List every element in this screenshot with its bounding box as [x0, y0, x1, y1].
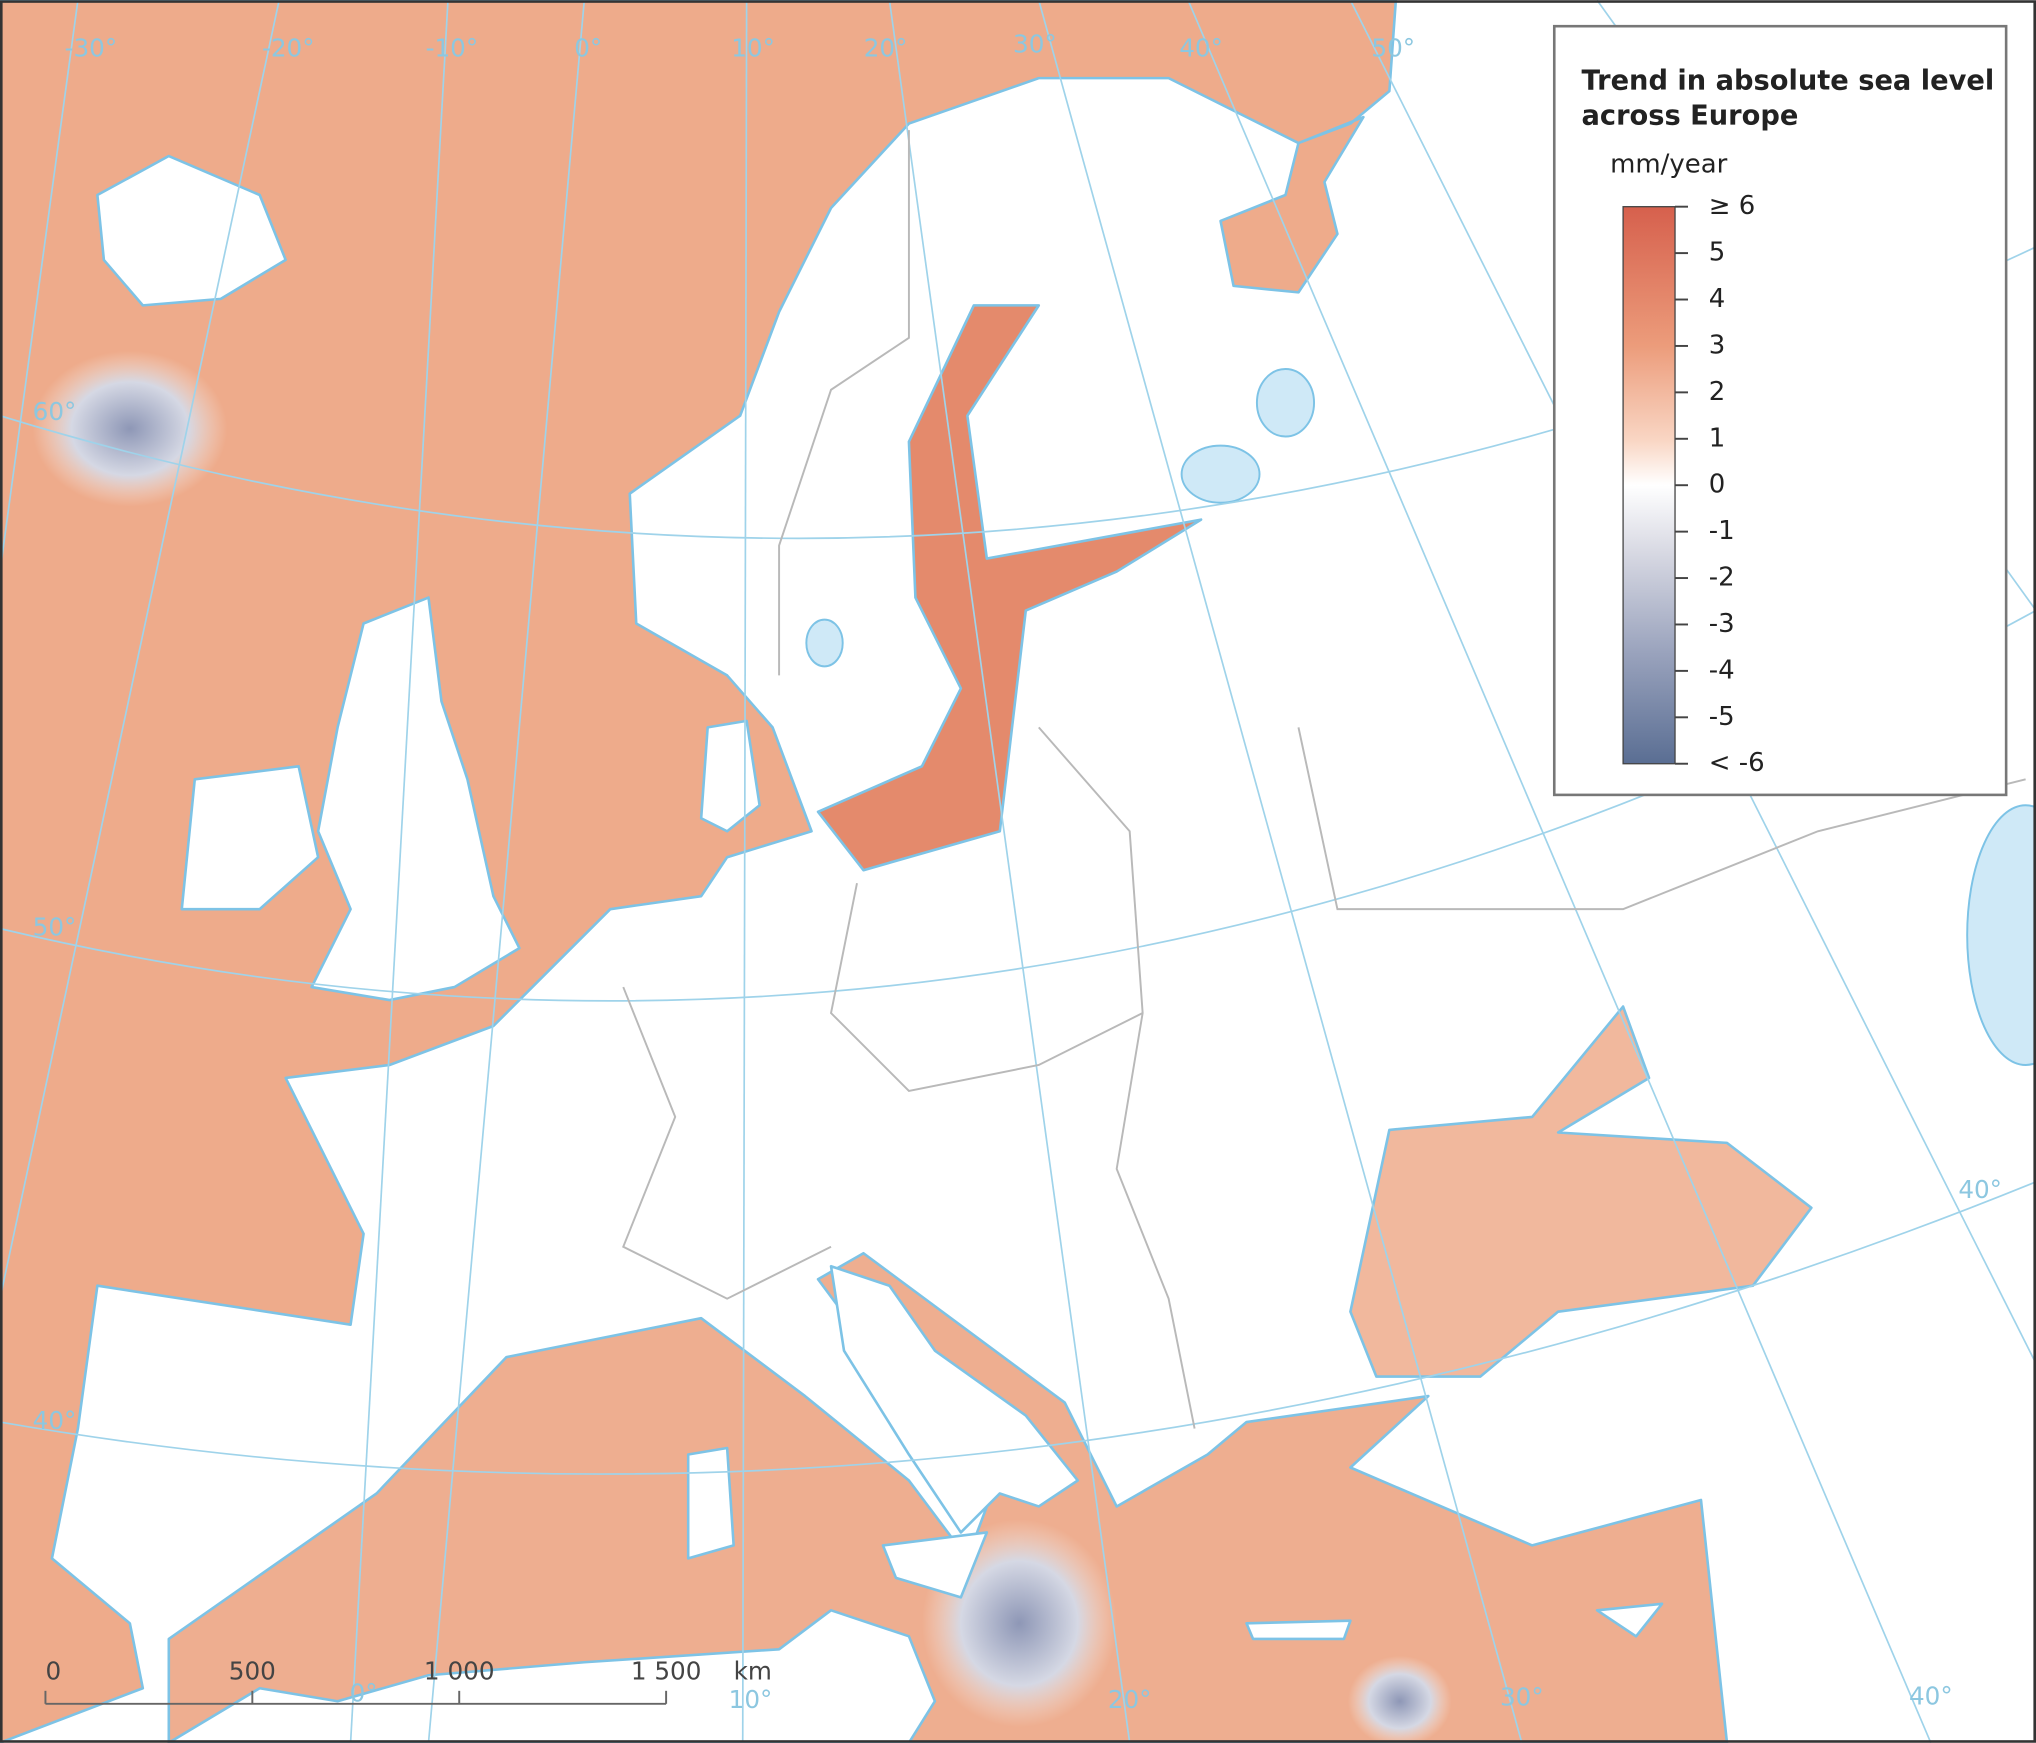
baltic: [816, 304, 1203, 872]
graticule-label: 30°: [1500, 1683, 1544, 1712]
italy: [829, 1264, 1080, 1534]
meridian: [427, 0, 586, 1743]
cold-anomaly: [1347, 1655, 1452, 1743]
parallel: [0, 1181, 2036, 1475]
graticule-label: 40°: [1958, 1175, 2002, 1204]
legend-box: [1552, 24, 2008, 797]
lake: [1180, 444, 1261, 504]
graticule-label: 20°: [864, 34, 908, 63]
graticule-label: -10°: [426, 34, 479, 63]
borders: [622, 130, 2026, 1429]
crete: [1245, 1619, 1352, 1641]
graticule-label: 30°: [1013, 30, 1057, 59]
scale-label: 1 000: [424, 1657, 495, 1686]
caspian-sea: [1966, 804, 2036, 1066]
meridian: [0, 0, 280, 1299]
legend-tick-label: -4: [1709, 655, 1735, 685]
legend-tick-label: 1: [1709, 423, 1726, 453]
legend-ticks: ≥ 6 5 4 3 2 1 0 -1 -2 -3 -4 -5 < -6: [1675, 191, 1765, 778]
lakes: [805, 368, 2036, 1066]
meridian: [349, 0, 449, 1743]
legend-tick-label: -3: [1709, 609, 1735, 639]
legend: Trend in absolute sea level across Europ…: [1552, 24, 2008, 797]
graticule-label: 50°: [33, 913, 77, 942]
graticule-label: 20°: [1108, 1685, 1152, 1714]
graticule-label: 60°: [33, 397, 77, 426]
graticule-label: 40°: [1179, 34, 1223, 63]
legend-tick-label: 3: [1709, 330, 1726, 360]
sardinia: [686, 1446, 735, 1560]
legend-tick-label: -2: [1709, 563, 1735, 593]
legend-tick-label: -5: [1709, 702, 1735, 732]
legend-tick-label: -1: [1709, 516, 1735, 546]
meridian: [741, 0, 748, 1743]
legend-title: across Europe: [1582, 101, 1799, 132]
legend-tick-label: ≥ 6: [1709, 191, 1756, 221]
graticule-label: 0°: [574, 34, 602, 63]
legend-tick-label: 5: [1709, 238, 1726, 268]
legend-title: Trend in absolute sea level: [1582, 66, 1995, 97]
border: [1297, 727, 2026, 911]
meridian: [0, 0, 79, 572]
sicily: [881, 1531, 989, 1599]
scale-label: 1 500: [631, 1657, 702, 1686]
graticule-label: -20°: [262, 34, 315, 63]
border: [829, 882, 1144, 1092]
legend-tick-label: 0: [1709, 470, 1726, 500]
border: [1038, 726, 1196, 1429]
ireland: [180, 765, 320, 911]
lake: [1255, 368, 1316, 438]
graticule-label: 40°: [1909, 1681, 1953, 1710]
border: [778, 130, 910, 676]
graticule-label: 10°: [731, 34, 775, 63]
meridian: [1187, 0, 1932, 1743]
iceland: [96, 154, 287, 307]
graticule-label: 50°: [1371, 34, 1415, 63]
cyprus: [1595, 1602, 1664, 1638]
legend-tick-label: 2: [1709, 377, 1726, 407]
atlantic: [0, 0, 1398, 1743]
scale-label: 500: [229, 1657, 276, 1686]
graticule-label: 40°: [33, 1406, 77, 1435]
scale-unit: km: [734, 1657, 772, 1686]
border: [622, 986, 832, 1300]
meridian: [888, 0, 1131, 1743]
color-ramp: [1622, 206, 1676, 765]
legend-unit: mm/year: [1610, 150, 1728, 180]
legend-tick-label: 4: [1709, 284, 1726, 314]
scale-label: 0: [45, 1657, 61, 1686]
graticule-label: 10°: [729, 1685, 773, 1714]
black-sea: [1349, 1005, 1813, 1378]
britain: [310, 596, 521, 1002]
meridian: [1037, 0, 1523, 1743]
legend-tick-label: < -6: [1709, 748, 1765, 778]
lake: [805, 618, 844, 668]
scale-bar: 0 500 1 000 1 500 km: [44, 1657, 772, 1705]
graticule-label: -30°: [65, 34, 118, 63]
